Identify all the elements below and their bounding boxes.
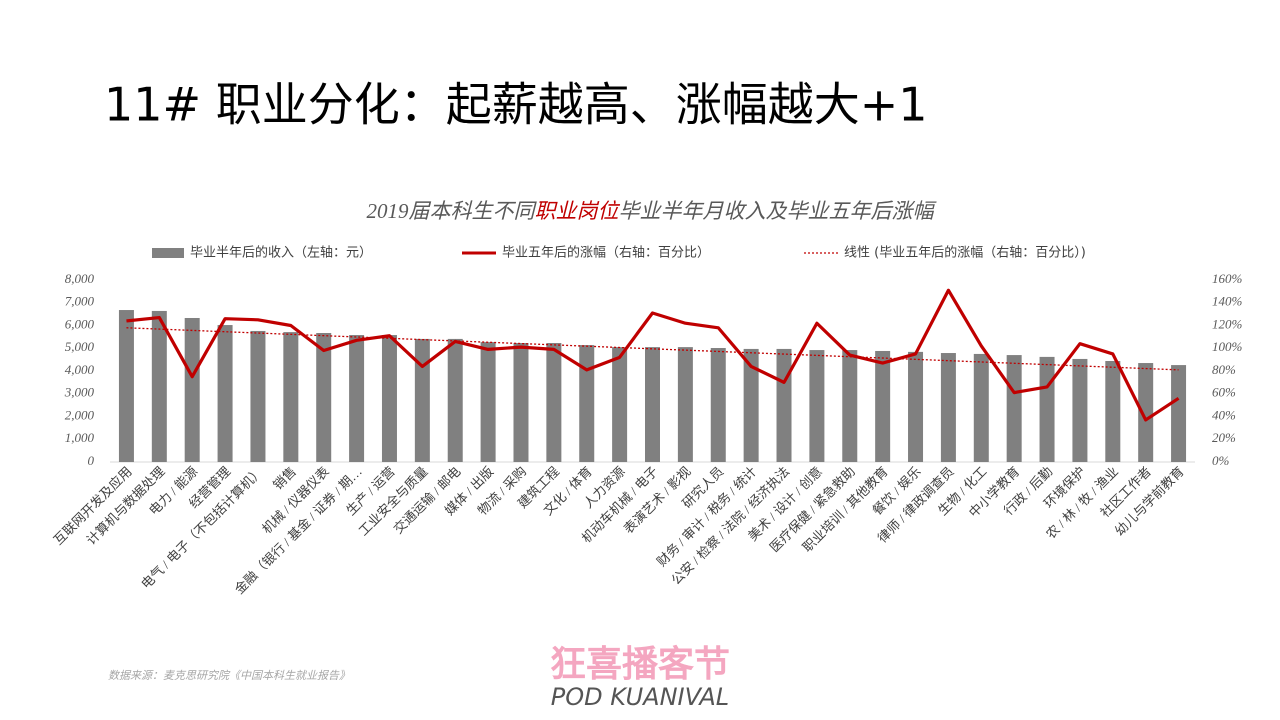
slide-title: 11# 职业分化：起薪越高、涨幅越大+1 [104, 78, 928, 132]
bar [480, 342, 496, 462]
legend-label: 线性 (毕业五年后的涨幅（右轴：百分比）) [844, 245, 1086, 261]
bar [546, 343, 562, 462]
title-part: 2019届本科生不同 [367, 199, 538, 223]
y2-tick-label: 60% [1212, 385, 1236, 400]
bar [250, 330, 266, 462]
y2-tick-label: 20% [1212, 430, 1236, 445]
bar [908, 351, 924, 462]
legend-label: 毕业半年后的收入（左轴：元） [190, 245, 372, 261]
bar [1138, 363, 1154, 462]
bar [447, 338, 463, 462]
y-tick-label: 0 [88, 453, 95, 468]
logo: 狂喜播客节 [550, 644, 730, 685]
bar [875, 350, 891, 462]
bar [809, 350, 825, 462]
x-tick-label: 销售 [270, 464, 299, 493]
bar [677, 347, 693, 462]
y2-tick-label: 140% [1212, 294, 1243, 309]
bar [414, 338, 430, 462]
bar [513, 343, 529, 462]
y2-tick-label: 120% [1212, 316, 1243, 331]
y-tick-label: 8,000 [65, 271, 95, 286]
bar [151, 310, 167, 462]
bar [283, 332, 299, 462]
y2-tick-label: 40% [1212, 407, 1236, 422]
y-tick-label: 2,000 [65, 407, 95, 422]
bar [217, 325, 233, 462]
y2-tick-label: 0% [1212, 453, 1230, 468]
y-tick-label: 5,000 [65, 339, 95, 354]
bar [842, 350, 858, 462]
bar [1105, 360, 1121, 462]
chart-title: 2019届本科生不同职业岗位毕业半年月收入及毕业五年后涨幅 [367, 199, 938, 223]
bar [184, 317, 200, 462]
bar [973, 353, 989, 462]
legend-label: 毕业五年后的涨幅（右轴：百分比） [502, 245, 710, 261]
legend-swatch [152, 248, 184, 258]
bar [349, 335, 365, 462]
logo-sub: POD KUANIVAL [551, 683, 729, 711]
title-part: 职业岗位 [535, 199, 621, 223]
bar [940, 353, 956, 462]
bar [1171, 365, 1187, 462]
bar [381, 335, 397, 462]
source: 数据来源：麦克思研究院《中国本科生就业报告》 [108, 669, 350, 682]
bar [1006, 355, 1022, 462]
bar [645, 347, 660, 462]
y2-tick-label: 100% [1212, 339, 1243, 354]
y2-tick-label: 160% [1212, 271, 1243, 286]
title-part: 毕业半年月收入及毕业五年后涨幅 [619, 199, 938, 223]
bar [710, 348, 726, 462]
bar [118, 310, 134, 462]
trendline [126, 327, 1179, 371]
bar [579, 345, 595, 462]
bar [743, 348, 759, 462]
line [126, 288, 1180, 422]
y-tick-label: 7,000 [65, 294, 95, 309]
y-tick-label: 6,000 [65, 316, 95, 331]
bar [612, 347, 628, 462]
bar [316, 333, 332, 462]
y-tick-label: 4,000 [65, 362, 95, 377]
bar [776, 348, 792, 462]
y-tick-label: 3,000 [64, 385, 95, 400]
y2-tick-label: 80% [1212, 362, 1236, 377]
bar [1039, 356, 1055, 462]
bar [1072, 358, 1088, 462]
y-tick-label: 1,000 [65, 430, 95, 445]
